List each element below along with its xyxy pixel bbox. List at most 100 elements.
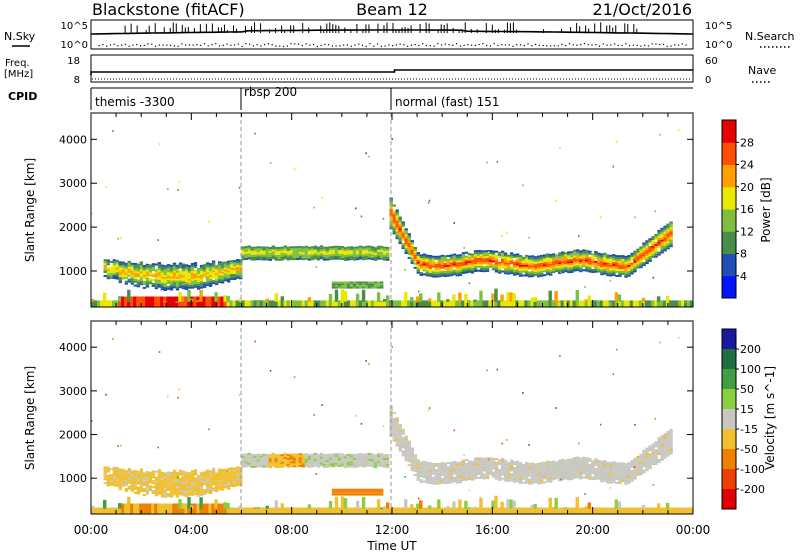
power-cell (546, 269, 550, 272)
velocity-cell (361, 463, 366, 466)
power-cell (358, 251, 363, 254)
velocity-cell (591, 468, 595, 471)
power-cell (467, 300, 471, 307)
power-cell (407, 235, 411, 238)
power-cell (196, 300, 200, 302)
velocity-cell (283, 462, 287, 465)
velocity-cell (295, 465, 300, 468)
power-cell (208, 265, 213, 268)
velocity-cell (268, 456, 272, 459)
velocity-cell (401, 440, 405, 443)
velocity-cell (118, 470, 122, 473)
power-cell (280, 256, 284, 259)
power-cell (340, 300, 345, 307)
power-cell (280, 296, 284, 302)
velocity-cell (392, 425, 396, 428)
velocity-cell (124, 472, 128, 475)
power-cell (638, 300, 643, 307)
velocity-cell (503, 467, 508, 470)
power-cell (163, 287, 168, 290)
power-cell (636, 248, 640, 251)
velocity-cell (367, 458, 372, 461)
velocity-cell (497, 476, 502, 479)
velocity-cell (392, 427, 396, 430)
power-cell (651, 255, 655, 258)
power-cell (380, 247, 384, 250)
velocity-cell (277, 458, 281, 461)
velocity-cell (497, 507, 501, 514)
power-cell (627, 262, 631, 265)
power-cell (419, 300, 423, 307)
power-cell (262, 300, 266, 307)
velocity-cell (651, 463, 655, 466)
power-cell (233, 270, 237, 273)
power-cell (223, 279, 228, 282)
power-cell (428, 274, 432, 277)
power-cell (334, 300, 339, 307)
power-cell (103, 275, 107, 277)
power-cell (512, 267, 517, 270)
power-cell (642, 246, 646, 249)
power-cell (121, 273, 125, 276)
velocity-cell (657, 439, 661, 442)
velocity-cell (157, 473, 162, 476)
velocity-cell (488, 465, 493, 468)
velocity-cell (461, 475, 466, 478)
power-cell (494, 266, 499, 269)
velocity-cell (145, 482, 150, 485)
velocity-cell (355, 490, 360, 493)
power-cell (473, 264, 478, 267)
velocity-cell (217, 474, 222, 477)
power-cell (139, 265, 144, 268)
velocity-cell (160, 503, 164, 514)
velocity-cell (648, 457, 652, 460)
velocity-cell (298, 465, 303, 467)
power-cell (115, 261, 119, 264)
power-cell (211, 262, 216, 265)
power-cell (564, 260, 568, 263)
power-cell (431, 271, 435, 274)
nsearch-dot (395, 44, 397, 46)
velocity-cell (555, 463, 559, 466)
power-cell (370, 252, 375, 255)
velocity-cell (555, 465, 559, 468)
velocity-cell (543, 473, 547, 476)
velocity-cell (392, 439, 396, 442)
power-cell (217, 273, 222, 276)
power-cell (307, 248, 312, 251)
velocity-cell (449, 507, 453, 514)
nsearch-dot (425, 44, 428, 47)
velocity-cell (407, 454, 411, 457)
velocity-cell (540, 466, 544, 469)
power-cell (196, 273, 201, 276)
velocity-cell (166, 481, 171, 484)
velocity-cell (238, 507, 242, 514)
velocity-cell (585, 461, 589, 464)
power-cell (178, 280, 183, 283)
power-cell (476, 257, 481, 260)
power-cell (476, 263, 481, 266)
velocity-cell (407, 452, 411, 455)
velocity-cell (352, 463, 357, 466)
velocity-cell (392, 418, 396, 420)
nsearch-dot (516, 44, 518, 46)
power-cell (193, 279, 198, 282)
velocity-cell (413, 474, 417, 476)
power-cell (485, 250, 490, 253)
velocity-cell (561, 458, 565, 461)
velocity-cell (515, 472, 520, 475)
power-cell (509, 262, 514, 265)
velocity-cell (636, 461, 640, 464)
velocity-cell (199, 480, 204, 482)
velocity-cell (392, 507, 396, 514)
velocity-cell (512, 471, 517, 473)
power-cell (479, 254, 484, 257)
velocity-cell (319, 454, 324, 457)
power-cell (106, 271, 110, 274)
velocity-cell (440, 471, 445, 474)
velocity-cell (503, 479, 508, 482)
power-cell (130, 280, 134, 283)
velocity-cell (380, 493, 384, 496)
velocity-cell (666, 431, 670, 433)
power-cell (518, 259, 523, 261)
